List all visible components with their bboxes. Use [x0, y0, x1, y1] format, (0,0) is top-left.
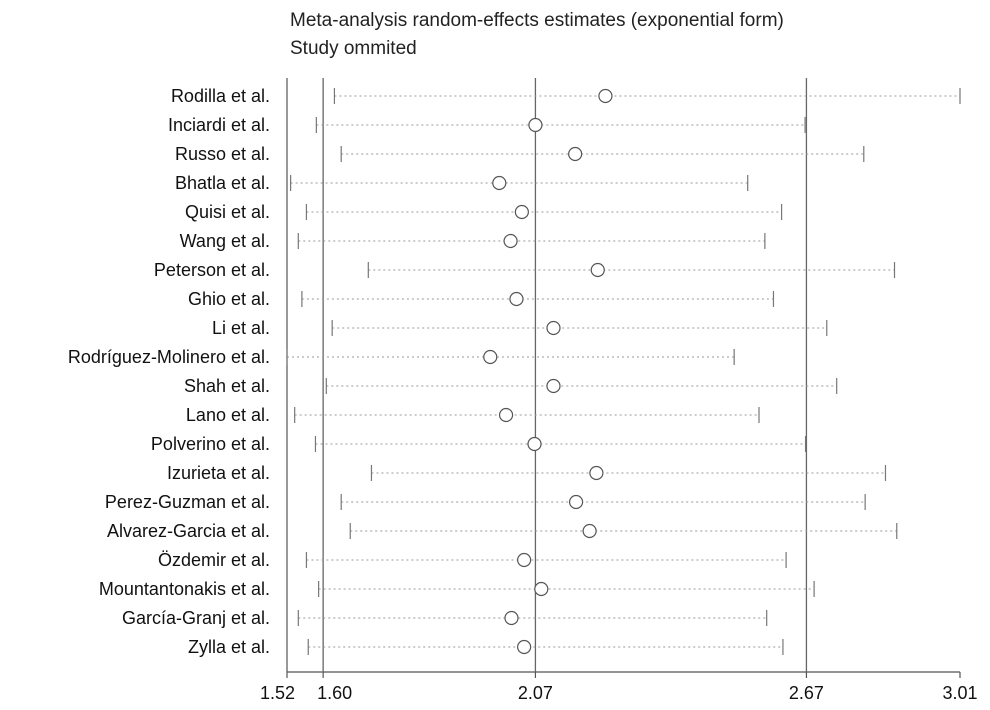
study-row: Lano et al. [186, 405, 760, 425]
point-estimate [582, 523, 597, 539]
study-row: Rodilla et al. [171, 86, 961, 106]
study-label: Inciardi et al. [168, 115, 270, 135]
study-label: Li et al. [212, 318, 270, 338]
study-row: Russo et al. [175, 144, 865, 164]
point-estimate [517, 639, 532, 655]
study-row: Inciardi et al. [168, 115, 806, 135]
study-label: Quisi et al. [185, 202, 270, 222]
point-estimate [589, 465, 604, 481]
point-estimate [534, 581, 549, 597]
study-row: Wang et al. [180, 231, 766, 251]
chart-subtitle: Study ommited [290, 38, 417, 59]
point-estimate [504, 610, 519, 626]
study-label: Alvarez-Garcia et al. [107, 521, 270, 541]
point-estimate [483, 349, 498, 365]
x-tick-label: 3.01 [942, 683, 977, 703]
study-row: Quisi et al. [185, 202, 783, 222]
study-label: García-Granj et al. [122, 608, 270, 628]
study-row: Bhatla et al. [175, 173, 749, 193]
study-row: Peterson et al. [154, 260, 896, 280]
study-label: Özdemir et al. [158, 550, 270, 570]
point-estimate [598, 88, 613, 104]
point-estimate [498, 407, 514, 423]
study-label: Perez-Guzman et al. [105, 492, 270, 512]
point-estimate [514, 204, 529, 220]
study-row: Rodríguez-Molinero et al. [68, 347, 735, 367]
study-row: Li et al. [212, 318, 828, 338]
study-label: Zylla et al. [188, 637, 270, 657]
study-row: Zylla et al. [188, 637, 784, 657]
study-label: Bhatla et al. [175, 173, 270, 193]
study-row: Alvarez-Garcia et al. [107, 521, 898, 541]
study-label: Shah et al. [184, 376, 270, 396]
study-label: Rodríguez-Molinero et al. [68, 347, 270, 367]
point-estimate [568, 146, 583, 162]
point-estimate [546, 378, 561, 394]
study-row: Mountantonakis et al. [99, 579, 815, 599]
study-label: Rodilla et al. [171, 86, 270, 106]
x-tick-label: 2.07 [518, 683, 553, 703]
point-estimate [503, 233, 518, 249]
point-estimate [546, 320, 561, 336]
point-estimate [528, 117, 543, 133]
x-tick-label: 1.60 [317, 683, 352, 703]
point-estimate [527, 436, 542, 452]
study-label: Lano et al. [186, 405, 270, 425]
study-rows: Rodilla et al. Inciardi et al. Russo et al… [68, 86, 961, 657]
study-label: Peterson et al. [154, 260, 270, 280]
x-tick-label: 1.52 [260, 683, 295, 703]
point-estimate [509, 291, 524, 307]
study-label: Izurieta et al. [167, 463, 270, 483]
study-row: Ghio et al. [188, 289, 775, 309]
study-row: García-Granj et al. [122, 608, 768, 628]
study-row: Shah et al. [184, 376, 838, 396]
point-estimate [492, 175, 507, 191]
study-label: Wang et al. [180, 231, 270, 251]
study-label: Polverino et al. [151, 434, 270, 454]
study-label: Ghio et al. [188, 289, 270, 309]
chart-title: Meta-analysis random-effects estimates (… [290, 10, 784, 31]
point-estimate [590, 262, 605, 278]
x-axis: 1.52 1.60 2.07 2.67 3.01 [260, 672, 978, 703]
x-tick-label: 2.67 [789, 683, 824, 703]
study-row: Perez-Guzman et al. [105, 492, 866, 512]
reference-lines [322, 78, 808, 672]
study-label: Russo et al. [175, 144, 270, 164]
plot-frame [286, 78, 960, 673]
study-row: Polverino et al. [151, 434, 807, 454]
study-row: Izurieta et al. [167, 463, 887, 483]
point-estimate [517, 552, 532, 568]
study-row: Özdemir et al. [158, 550, 787, 570]
point-estimate [568, 494, 584, 510]
study-label: Mountantonakis et al. [99, 579, 270, 599]
